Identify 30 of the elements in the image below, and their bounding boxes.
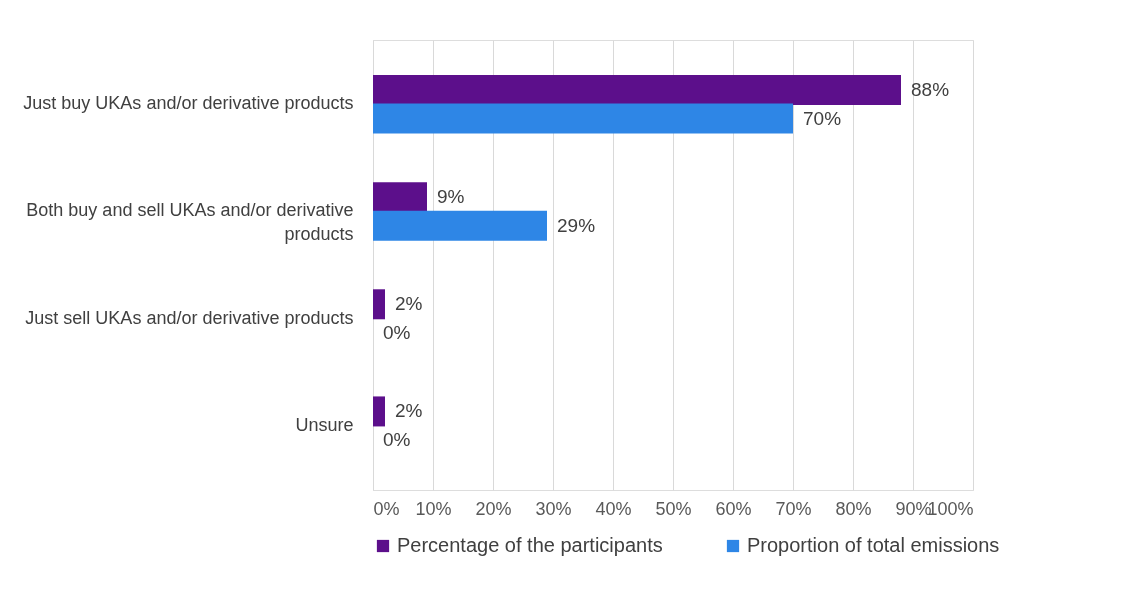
data-label: 2% — [395, 400, 423, 422]
legend-label: Proportion of total emissions — [747, 534, 1000, 556]
bar — [373, 210, 547, 241]
x-tick-label: 70% — [775, 498, 812, 519]
data-label: 70% — [803, 107, 842, 129]
bar — [373, 396, 385, 427]
data-label: 88% — [911, 79, 950, 100]
x-tick-label: 90% — [895, 498, 932, 519]
x-tick-label: 30% — [535, 498, 572, 519]
x-tick-label: 0% — [373, 498, 400, 519]
x-tick-label: 80% — [835, 498, 872, 519]
y-tick-label: Unsure — [295, 414, 354, 435]
x-tick-label: 20% — [475, 498, 512, 519]
x-tick-label: 50% — [655, 498, 692, 519]
bar — [373, 182, 427, 213]
x-tick-label: 10% — [415, 498, 452, 519]
y-tick-label: Just buy UKAs and/or derivative products — [23, 93, 354, 114]
data-label: 2% — [395, 293, 423, 315]
x-tick-label: 60% — [715, 498, 752, 519]
bar — [373, 75, 901, 105]
data-label: 29% — [557, 214, 596, 236]
data-label: 0% — [383, 321, 411, 343]
y-tick-label: Both buy and sell UKAs and/or derivative products — [26, 200, 354, 245]
x-tick-label: 40% — [595, 498, 632, 519]
bar — [373, 103, 793, 134]
legend-label: Percentage of the participants — [397, 534, 663, 556]
bar — [373, 289, 385, 320]
data-label: 0% — [383, 429, 411, 450]
y-tick-label: Just sell UKAs and/or derivative products — [25, 307, 354, 328]
data-label: 9% — [437, 186, 465, 208]
